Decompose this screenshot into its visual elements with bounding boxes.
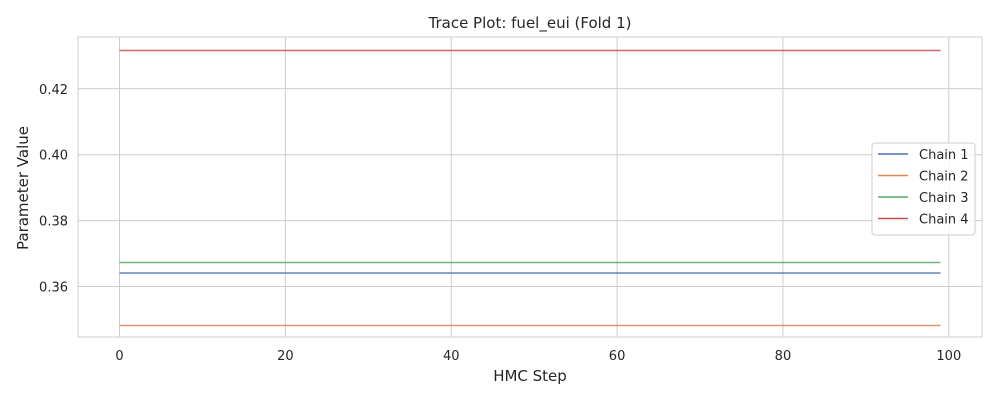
x-tick-label: 40 [443, 349, 460, 364]
x-tick-label: 0 [115, 349, 123, 364]
chart-title: Trace Plot: fuel_eui (Fold 1) [428, 14, 632, 33]
y-tick-label: 0.40 [39, 149, 68, 164]
y-tick-label: 0.38 [39, 215, 68, 230]
legend: Chain 1 Chain 2 Chain 3 Chain 4 [871, 142, 976, 236]
series-lines [119, 49, 941, 327]
plot-frame [77, 36, 983, 338]
x-tick-label: 20 [277, 349, 294, 364]
tick-labels: 0 20 40 60 80 100 0.36 0.38 0.40 0.42 [39, 83, 961, 364]
x-tick-label: 100 [936, 349, 961, 364]
legend-label: Chain 1 [919, 148, 969, 163]
x-axis-title: HMC Step [493, 367, 567, 385]
y-tick-label: 0.42 [39, 83, 68, 98]
legend-box [871, 142, 976, 236]
x-tick-label: 60 [609, 349, 626, 364]
legend-label: Chain 4 [919, 213, 969, 228]
legend-label: Chain 3 [919, 191, 969, 206]
y-axis-title: Parameter Value [14, 126, 32, 250]
y-tick-label: 0.36 [39, 281, 68, 296]
legend-label: Chain 2 [919, 170, 969, 185]
x-tick-label: 80 [775, 349, 792, 364]
